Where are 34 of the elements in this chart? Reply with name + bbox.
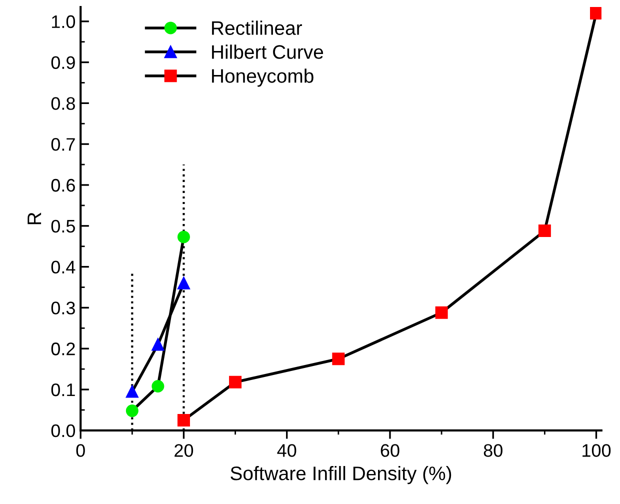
- y-tick-label: 0.2: [51, 342, 75, 356]
- x-tick-label: 80: [484, 444, 502, 457]
- x-tick-label: 0: [76, 444, 85, 457]
- y-tick-label: 0.3: [51, 302, 75, 314]
- y-tick-label: 0.1: [51, 383, 75, 396]
- legend-label: Honeycomb: [212, 68, 314, 87]
- x-tick-label: 40: [277, 444, 296, 457]
- y-tick-label: 0.7: [51, 138, 75, 151]
- point: [229, 376, 242, 388]
- y-tick-label: 0.5: [51, 220, 75, 233]
- point: [177, 276, 190, 290]
- point: [538, 224, 551, 238]
- point: [177, 414, 190, 426]
- point: [332, 352, 345, 366]
- y-tick-label: 0.0: [51, 424, 76, 438]
- x-tick-label: 100: [582, 444, 611, 457]
- point: [126, 404, 138, 418]
- y-axis-title: R: [28, 212, 42, 224]
- point: [177, 230, 190, 244]
- y-tick-label: 0.4: [51, 260, 76, 274]
- legend-label: Rectilinear: [212, 20, 302, 35]
- x-tick-label: 60: [380, 444, 400, 457]
- point: [435, 306, 448, 319]
- point: [152, 380, 164, 392]
- y-tick-label: 0.9: [51, 56, 75, 69]
- y-tick-label: 1.0: [52, 15, 76, 28]
- legend-label: Hilbert Curve: [212, 44, 324, 59]
- point: [152, 338, 164, 351]
- y-tick-label: 0.6: [51, 178, 75, 192]
- point: [590, 7, 602, 20]
- point: [126, 385, 138, 398]
- x-axis-title: Software Infill Density (%): [230, 466, 452, 484]
- x-tick-label: 20: [174, 444, 194, 457]
- y-tick-label: 0.8: [51, 97, 75, 110]
